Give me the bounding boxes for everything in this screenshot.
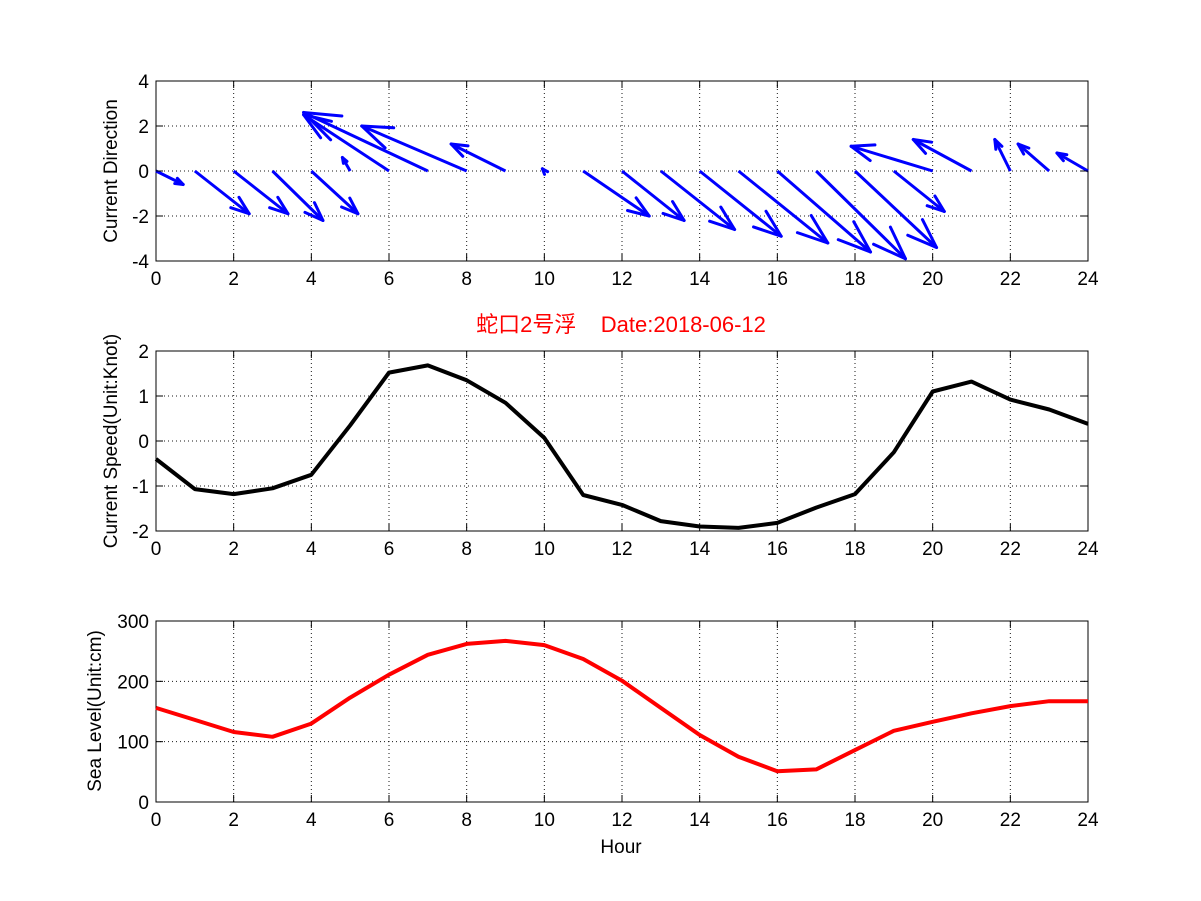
direction-x-tick-label: 22 [1000, 269, 1021, 290]
chart-title: 蛇口2号浮 Date:2018-06-12 [476, 312, 766, 337]
speed-x-tick-label: 16 [767, 539, 788, 560]
direction-arrow [340, 156, 352, 172]
speed-y-tick-label: 2 [138, 342, 149, 363]
speed-x-tick-label: 0 [151, 539, 162, 560]
sea-level-x-tick-label: 0 [151, 810, 162, 831]
speed-y-tick-label: 1 [138, 387, 149, 408]
direction-arrow [232, 169, 290, 216]
direction-arrow [449, 142, 507, 173]
direction-arrow [271, 169, 325, 222]
sea-level-y-tick-label: 200 [117, 672, 149, 693]
direction-y-tick-label: -4 [132, 252, 149, 273]
direction-arrow [1016, 142, 1051, 173]
sea-level-x-tick-label: 8 [461, 810, 472, 831]
sea-level-x-tick-label: 16 [767, 810, 788, 831]
direction-x-tick-label: 4 [306, 269, 317, 290]
direction-arrow [849, 143, 934, 173]
direction-arrow [302, 111, 429, 173]
speed-x-tick-label: 10 [534, 539, 555, 560]
x-axis-label-hour: Hour [600, 837, 642, 858]
speed-y-axis-label: Current Speed(Unit:Knot) [101, 334, 122, 548]
speed-y-tick-label: -1 [132, 477, 149, 498]
direction-arrow [540, 167, 550, 176]
direction-arrow [360, 124, 468, 173]
speed-x-tick-label: 20 [922, 539, 943, 560]
direction-arrow [1055, 151, 1089, 173]
sea-level-y-tick-label: 300 [117, 612, 149, 633]
direction-y-tick-label: -2 [132, 207, 149, 228]
direction-arrow [193, 169, 251, 216]
direction-y-axis-label: Current Direction [101, 99, 122, 243]
direction-x-tick-label: 20 [922, 269, 943, 290]
sea-level-x-tick-label: 20 [922, 810, 943, 831]
speed-x-tick-label: 6 [384, 539, 395, 560]
direction-x-tick-label: 8 [461, 269, 472, 290]
speed-x-tick-label: 8 [461, 539, 472, 560]
sea-level-x-tick-label: 4 [306, 810, 317, 831]
speed-x-tick-label: 12 [611, 539, 632, 560]
speed-x-tick-label: 2 [228, 539, 239, 560]
direction-y-tick-label: 4 [138, 72, 149, 93]
sea-level-x-tick-label: 18 [844, 810, 865, 831]
direction-x-tick-label: 16 [767, 269, 788, 290]
speed-x-tick-label: 22 [1000, 539, 1021, 560]
speed-y-tick-label: 0 [138, 432, 149, 453]
direction-y-tick-label: 0 [138, 162, 149, 183]
sea-level-y-tick-label: 0 [138, 793, 149, 814]
sea-level-x-tick-label: 2 [228, 810, 239, 831]
current-speed-panel: 蛇口2号浮 Date:2018-06-12 0 2 4 6 8 10 12 14 16 18 20 2… [101, 312, 1099, 560]
direction-x-tick-label: 2 [228, 269, 239, 290]
speed-x-tick-label: 14 [689, 539, 711, 560]
direction-arrow [993, 138, 1012, 172]
direction-arrow [698, 169, 783, 238]
direction-arrow [582, 169, 651, 218]
sea-level-plot-area [155, 620, 1089, 803]
speed-y-tick-label: -2 [132, 522, 149, 543]
direction-x-tick-label: 0 [151, 269, 162, 290]
sea-level-x-tick-label: 14 [689, 810, 711, 831]
direction-arrow [815, 169, 907, 261]
direction-x-tick-label: 14 [689, 269, 711, 290]
direction-arrow [155, 169, 185, 186]
sea-level-x-tick-label: 12 [611, 810, 632, 831]
direction-x-tick-label: 18 [844, 269, 865, 290]
direction-arrow [853, 169, 939, 249]
direction-x-tick-label: 24 [1077, 269, 1099, 290]
direction-arrow [659, 169, 737, 231]
direction-x-tick-label: 10 [534, 269, 555, 290]
direction-x-tick-label: 12 [611, 269, 632, 290]
speed-x-tick-label: 4 [306, 539, 317, 560]
direction-arrow [911, 138, 973, 173]
direction-y-tick-label: 2 [138, 117, 149, 138]
direction-arrow [621, 169, 686, 222]
sea-level-y-axis-label: Sea Level(Unit:cm) [85, 630, 106, 792]
sea-level-x-tick-label: 22 [1000, 810, 1021, 831]
sea-level-series-line [155, 638, 1088, 774]
direction-arrow [892, 169, 946, 213]
speed-x-tick-label: 24 [1077, 539, 1099, 560]
direction-arrow [776, 169, 873, 254]
speed-series-line [154, 363, 1089, 530]
sea-level-x-tick-label: 24 [1077, 810, 1099, 831]
speed-x-tick-label: 18 [844, 539, 865, 560]
direction-x-tick-label: 6 [384, 269, 395, 290]
sea-level-y-tick-label: 100 [117, 733, 149, 754]
sea-level-x-tick-label: 10 [534, 810, 555, 831]
sea-level-x-tick-label: 6 [384, 810, 395, 831]
direction-arrow [310, 169, 360, 216]
direction-arrow [737, 169, 830, 245]
